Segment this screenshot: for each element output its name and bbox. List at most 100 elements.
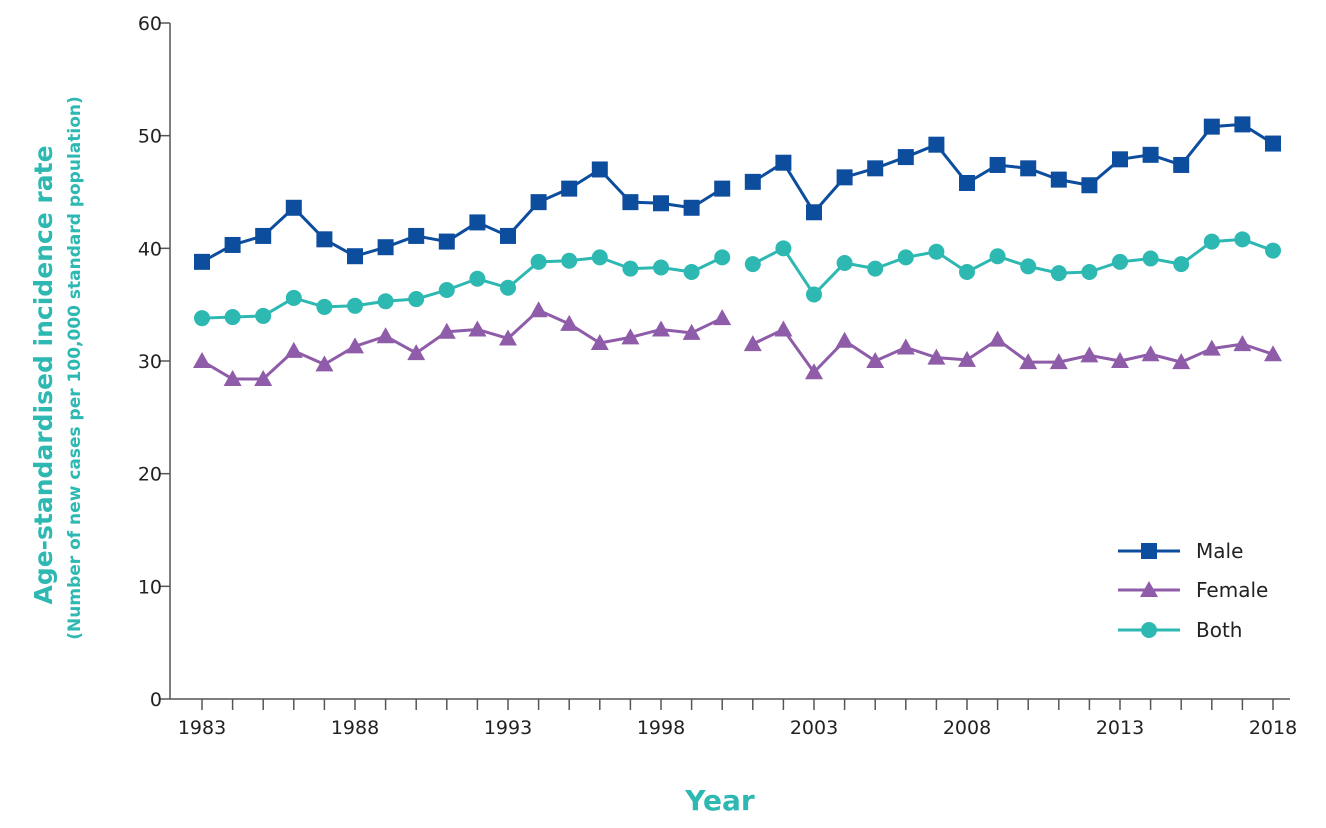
data-point-male bbox=[194, 253, 210, 270]
data-point-female bbox=[805, 363, 823, 380]
data-point-female bbox=[713, 309, 732, 326]
data-point-male bbox=[775, 154, 792, 171]
data-point-both bbox=[1050, 265, 1067, 282]
data-point-both bbox=[897, 249, 914, 266]
data-point-male bbox=[1173, 156, 1190, 173]
data-point-both bbox=[1265, 242, 1281, 259]
series-both bbox=[194, 231, 1281, 327]
data-point-both bbox=[377, 293, 394, 310]
legend-label-female: Female bbox=[1196, 578, 1268, 602]
y-axis-title: Age-standardised incidence rate bbox=[29, 145, 58, 604]
y-tick-label: 60 bbox=[138, 13, 162, 35]
series-line-female bbox=[752, 327, 1274, 374]
axes: 0 10 20 30 40 50 60 1983 1988 1993 1998 2003 2008 201… bbox=[138, 13, 1297, 739]
data-point-both bbox=[683, 263, 700, 280]
x-tick-label: 2003 bbox=[790, 717, 838, 739]
data-point-both bbox=[1142, 250, 1159, 267]
series-layer bbox=[193, 116, 1282, 387]
series-female bbox=[193, 301, 1282, 387]
data-point-male bbox=[347, 248, 363, 265]
series-line-female bbox=[201, 308, 723, 381]
data-point-female bbox=[560, 314, 579, 331]
data-point-female bbox=[468, 320, 487, 337]
data-point-male bbox=[714, 180, 731, 197]
series-line-male bbox=[752, 122, 1274, 214]
data-point-male bbox=[1020, 160, 1037, 177]
data-point-female bbox=[958, 350, 976, 367]
data-point-both bbox=[1173, 256, 1190, 273]
data-point-female bbox=[1111, 352, 1129, 368]
data-point-both bbox=[1234, 231, 1251, 248]
data-point-female bbox=[376, 327, 395, 344]
y-axis-subtitle: (Number of new cases per 100,000 standar… bbox=[65, 96, 85, 640]
data-point-both bbox=[469, 270, 486, 287]
data-point-male bbox=[469, 214, 486, 231]
data-point-female bbox=[835, 331, 854, 348]
data-point-both bbox=[285, 289, 302, 306]
data-point-both bbox=[959, 263, 975, 280]
data-point-male bbox=[744, 173, 761, 190]
data-point-both bbox=[255, 307, 272, 324]
data-point-both bbox=[653, 259, 669, 276]
data-point-both bbox=[530, 253, 547, 270]
x-tick-label: 2018 bbox=[1249, 717, 1297, 739]
data-point-male bbox=[561, 180, 578, 197]
legend-label-both: Both bbox=[1196, 618, 1242, 642]
data-point-both bbox=[408, 291, 425, 308]
data-point-male bbox=[1142, 146, 1159, 163]
legend-marker-both bbox=[1141, 622, 1157, 638]
data-point-male bbox=[500, 227, 516, 244]
y-tick-label: 50 bbox=[138, 126, 162, 148]
data-point-female bbox=[1141, 345, 1160, 362]
data-point-female bbox=[866, 352, 885, 368]
data-point-female bbox=[1172, 353, 1191, 370]
data-point-female bbox=[1019, 353, 1038, 370]
x-tick-label: 1998 bbox=[637, 717, 685, 739]
data-point-female bbox=[284, 341, 303, 358]
data-point-both bbox=[194, 310, 210, 327]
data-point-female bbox=[1264, 345, 1282, 362]
data-point-female bbox=[407, 344, 426, 361]
data-point-male bbox=[622, 194, 639, 211]
data-point-male bbox=[591, 161, 608, 178]
data-point-male bbox=[928, 136, 945, 153]
data-point-female bbox=[682, 323, 701, 340]
data-point-male bbox=[653, 195, 669, 212]
data-point-both bbox=[775, 240, 792, 257]
data-point-female bbox=[1049, 353, 1068, 370]
data-point-female bbox=[254, 370, 273, 387]
data-point-both bbox=[744, 256, 761, 273]
data-point-male bbox=[989, 156, 1006, 173]
data-point-female bbox=[774, 320, 793, 337]
data-point-male bbox=[316, 231, 333, 248]
data-point-male bbox=[377, 239, 394, 256]
data-point-male bbox=[438, 233, 455, 250]
data-point-both bbox=[1020, 258, 1037, 275]
data-point-female bbox=[1202, 339, 1221, 356]
data-point-both bbox=[1081, 263, 1098, 280]
data-point-female bbox=[743, 335, 762, 352]
series-line-both bbox=[201, 255, 723, 320]
y-tick-label: 0 bbox=[150, 689, 162, 711]
data-point-male bbox=[408, 227, 425, 244]
data-point-female bbox=[652, 320, 670, 337]
data-point-both bbox=[622, 260, 639, 277]
data-point-female bbox=[499, 329, 517, 346]
data-point-female bbox=[346, 337, 364, 354]
data-point-both bbox=[224, 309, 241, 326]
data-point-female bbox=[896, 338, 915, 355]
data-point-male bbox=[255, 227, 272, 244]
x-tick-label: 1988 bbox=[331, 717, 379, 739]
data-point-male bbox=[1112, 151, 1128, 168]
data-point-both bbox=[836, 254, 853, 271]
data-point-male bbox=[867, 160, 884, 177]
data-point-female bbox=[223, 370, 242, 387]
legend: Male Female Both bbox=[1118, 539, 1268, 642]
x-tick-label: 2008 bbox=[943, 717, 991, 739]
x-tick-label: 1993 bbox=[484, 717, 532, 739]
data-point-female bbox=[621, 328, 640, 345]
data-point-male bbox=[806, 204, 822, 221]
data-point-both bbox=[989, 248, 1006, 265]
x-tick-label: 2013 bbox=[1096, 717, 1144, 739]
